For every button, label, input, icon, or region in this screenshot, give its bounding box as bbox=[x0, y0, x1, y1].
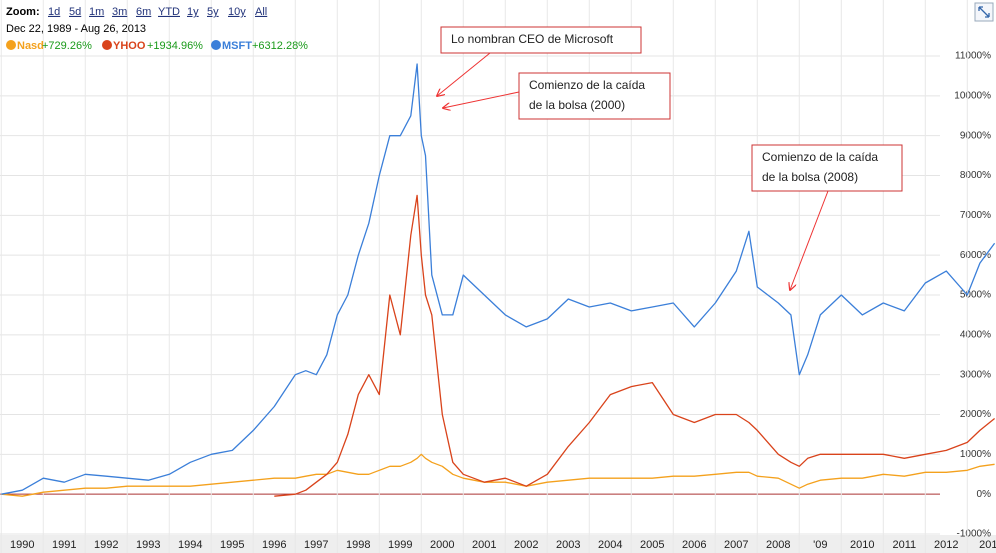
y-tick-label: 7000% bbox=[960, 210, 991, 221]
legend-name: MSFT bbox=[222, 40, 252, 52]
zoom-option[interactable]: YTD bbox=[158, 6, 180, 18]
y-tick-label: 10000% bbox=[954, 90, 991, 101]
y-tick-label: 3000% bbox=[960, 369, 991, 380]
annotation-arrow bbox=[790, 190, 829, 290]
legend-change: +6312.28% bbox=[252, 40, 308, 52]
legend-name: Nasd bbox=[17, 40, 44, 52]
x-tick-label: 1994 bbox=[178, 539, 202, 551]
y-tick-label: -1000% bbox=[957, 529, 992, 540]
x-tick-label: 2012 bbox=[934, 539, 958, 551]
x-tick-label: 1991 bbox=[52, 539, 76, 551]
series-line bbox=[1, 453, 995, 497]
series-line bbox=[274, 194, 996, 497]
x-tick-label: 1993 bbox=[136, 539, 160, 551]
x-tick-label: 1990 bbox=[10, 539, 34, 551]
x-tick-label: 2006 bbox=[682, 539, 706, 551]
annotation-box bbox=[751, 144, 903, 192]
annotation-text: de la bolsa (2008) bbox=[762, 170, 858, 184]
annotation-box bbox=[518, 72, 671, 120]
annotation-text: Comienzo de la caída bbox=[762, 150, 878, 164]
x-tick-label: '09 bbox=[813, 539, 827, 551]
x-tick-label: 2007 bbox=[724, 539, 748, 551]
legend-dot bbox=[6, 40, 16, 50]
x-tick-label: 2008 bbox=[766, 539, 790, 551]
zoom-option[interactable]: 10y bbox=[228, 6, 246, 18]
x-tick-label: 201 bbox=[979, 539, 996, 551]
series-line bbox=[1, 63, 996, 495]
zoom-option[interactable]: 1y bbox=[187, 6, 199, 18]
zoom-option[interactable]: All bbox=[255, 6, 267, 18]
y-tick-label: 6000% bbox=[960, 250, 991, 261]
legend-name: YHOO bbox=[113, 40, 146, 52]
date-range: Dec 22, 1989 - Aug 26, 2013 bbox=[6, 23, 146, 35]
y-tick-label: 1000% bbox=[960, 449, 991, 460]
x-axis-band bbox=[0, 535, 996, 553]
x-tick-label: 1995 bbox=[220, 539, 244, 551]
legend-change: +1934.96% bbox=[147, 40, 203, 52]
legend-dot bbox=[211, 40, 221, 50]
annotation-text: Lo nombran CEO de Microsoft bbox=[451, 32, 614, 46]
y-tick-label: 9000% bbox=[960, 130, 991, 141]
x-tick-label: 2002 bbox=[514, 539, 538, 551]
y-tick-label: 2000% bbox=[960, 409, 991, 420]
annotation-text: Comienzo de la caída bbox=[529, 78, 645, 92]
x-tick-label: 2011 bbox=[892, 539, 916, 551]
legend-change: +729.26% bbox=[42, 40, 92, 52]
y-tick-label: 5000% bbox=[960, 290, 991, 301]
y-tick-label: 8000% bbox=[960, 170, 991, 181]
x-tick-label: 1992 bbox=[94, 539, 118, 551]
x-tick-label: 2010 bbox=[850, 539, 874, 551]
zoom-option[interactable]: 1d bbox=[48, 6, 60, 18]
zoom-option[interactable]: 3m bbox=[112, 6, 127, 18]
expand-icon bbox=[978, 6, 990, 18]
y-tick-label: 4000% bbox=[960, 329, 991, 340]
x-tick-label: 2003 bbox=[556, 539, 580, 551]
zoom-option[interactable]: 5y bbox=[207, 6, 219, 18]
annotation-text: de la bolsa (2000) bbox=[529, 98, 625, 112]
annotation-arrow bbox=[443, 91, 520, 108]
x-tick-label: 1996 bbox=[262, 539, 286, 551]
legend-dot bbox=[102, 40, 112, 50]
x-tick-label: 1999 bbox=[388, 539, 412, 551]
x-tick-label: 2000 bbox=[430, 539, 454, 551]
zoom-option[interactable]: 5d bbox=[69, 6, 81, 18]
annotation-box bbox=[440, 26, 642, 54]
zoom-label: Zoom: bbox=[6, 6, 40, 18]
zoom-option[interactable]: 6m bbox=[136, 6, 151, 18]
x-tick-label: 2004 bbox=[598, 539, 622, 551]
y-tick-label: 0% bbox=[977, 489, 992, 500]
annotation-arrow bbox=[437, 52, 491, 96]
y-tick-label: 11000% bbox=[955, 51, 991, 62]
x-tick-label: 2005 bbox=[640, 539, 664, 551]
x-tick-label: 2001 bbox=[472, 539, 496, 551]
x-tick-label: 1997 bbox=[304, 539, 328, 551]
x-tick-label: 1998 bbox=[346, 539, 370, 551]
zoom-option[interactable]: 1m bbox=[89, 6, 104, 18]
